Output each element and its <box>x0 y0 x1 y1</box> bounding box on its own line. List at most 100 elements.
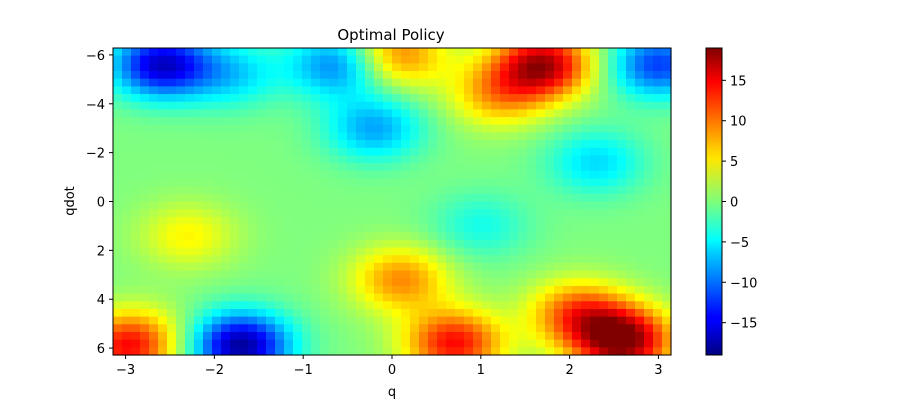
heatmap-cell <box>500 163 510 172</box>
heatmap-cell <box>527 132 537 141</box>
heatmap-cell <box>572 117 582 126</box>
heatmap-cell <box>581 186 591 195</box>
heatmap-cell <box>482 71 492 80</box>
heatmap-cell <box>302 117 312 126</box>
heatmap-cell <box>662 140 672 149</box>
heatmap-cell <box>563 163 573 172</box>
heatmap-cell <box>635 193 645 203</box>
heatmap-cell <box>284 109 294 118</box>
heatmap-cell <box>365 270 375 279</box>
heatmap-cell <box>662 331 672 341</box>
heatmap-cell <box>275 155 285 164</box>
heatmap-cell <box>491 255 501 264</box>
heatmap-cell <box>446 147 456 157</box>
heatmap-cell <box>212 308 222 318</box>
heatmap-cell <box>185 232 195 241</box>
heatmap-cell <box>293 78 303 87</box>
heatmap-cell <box>419 301 429 310</box>
heatmap-cell <box>482 209 492 218</box>
heatmap-cell <box>635 71 645 80</box>
heatmap-cell <box>284 278 294 287</box>
heatmap-cell <box>194 232 204 241</box>
heatmap-cell <box>644 78 654 87</box>
heatmap-cell <box>419 193 429 203</box>
heatmap-cell <box>320 170 330 180</box>
heatmap-cell <box>140 193 150 203</box>
heatmap-cell <box>212 63 222 72</box>
heatmap-cell <box>113 224 123 233</box>
heatmap-cell <box>410 101 420 110</box>
heatmap-cell <box>320 163 330 172</box>
heatmap-cell <box>563 247 573 256</box>
heatmap-cell <box>455 86 465 95</box>
heatmap-cell <box>509 216 519 226</box>
heatmap-cell <box>374 232 384 241</box>
heatmap-cell <box>212 324 222 333</box>
heatmap-cell <box>410 347 420 356</box>
heatmap-cell <box>347 132 357 141</box>
heatmap-cell <box>527 48 537 57</box>
heatmap-cell <box>410 239 420 249</box>
heatmap-cell <box>266 278 276 287</box>
heatmap-cell <box>401 193 411 203</box>
heatmap-cell <box>203 270 213 279</box>
heatmap-cell <box>392 216 402 226</box>
heatmap-cell <box>311 308 321 318</box>
heatmap-cell <box>383 117 393 126</box>
heatmap-cell <box>419 285 429 295</box>
heatmap-cell <box>644 331 654 341</box>
heatmap-cell <box>122 193 132 203</box>
heatmap-cell <box>266 239 276 249</box>
heatmap-cell <box>302 262 312 272</box>
heatmap-cell <box>473 101 483 110</box>
heatmap-cell <box>536 193 546 203</box>
heatmap-cell <box>302 293 312 302</box>
heatmap-cell <box>428 163 438 172</box>
heatmap-cell <box>617 285 627 295</box>
heatmap-cell <box>365 232 375 241</box>
heatmap-cell <box>572 270 582 279</box>
heatmap-cell <box>581 224 591 233</box>
heatmap-cell <box>536 124 546 134</box>
heatmap-cell <box>437 71 447 80</box>
heatmap-cell <box>329 140 339 149</box>
heatmap-cell <box>167 155 177 164</box>
heatmap-cell <box>203 224 213 233</box>
heatmap-cell <box>464 293 474 302</box>
heatmap-cell <box>644 48 654 57</box>
heatmap-cell <box>311 101 321 110</box>
heatmap-cell <box>203 216 213 226</box>
heatmap-cell <box>518 308 528 318</box>
heatmap-cell <box>473 308 483 318</box>
heatmap-cell <box>203 178 213 187</box>
heatmap-cell <box>518 155 528 164</box>
heatmap-cell <box>572 71 582 80</box>
heatmap-cell <box>464 55 474 64</box>
heatmap-cell <box>158 216 168 226</box>
colorbar-tick-label: −5 <box>730 236 749 251</box>
heatmap-cell <box>590 324 600 333</box>
heatmap-cell <box>383 109 393 118</box>
heatmap-cell <box>320 201 330 210</box>
heatmap-cell <box>509 147 519 157</box>
heatmap-cell <box>149 124 159 134</box>
heatmap-cell <box>347 239 357 249</box>
heatmap-cell <box>545 339 555 348</box>
heatmap-cell <box>473 285 483 295</box>
heatmap-cell <box>194 109 204 118</box>
heatmap-cell <box>428 78 438 87</box>
heatmap-cell <box>167 55 177 64</box>
heatmap-cell <box>419 163 429 172</box>
heatmap-cell <box>221 170 231 180</box>
heatmap-cell <box>284 324 294 333</box>
heatmap-cell <box>275 331 285 341</box>
heatmap-cell <box>437 316 447 325</box>
heatmap-cell <box>212 331 222 341</box>
heatmap-cell <box>212 147 222 157</box>
heatmap-cell <box>491 201 501 210</box>
heatmap-cell <box>140 109 150 118</box>
heatmap-cell <box>176 178 186 187</box>
heatmap-cell <box>464 94 474 103</box>
heatmap-cell <box>239 347 249 356</box>
heatmap-cell <box>383 224 393 233</box>
